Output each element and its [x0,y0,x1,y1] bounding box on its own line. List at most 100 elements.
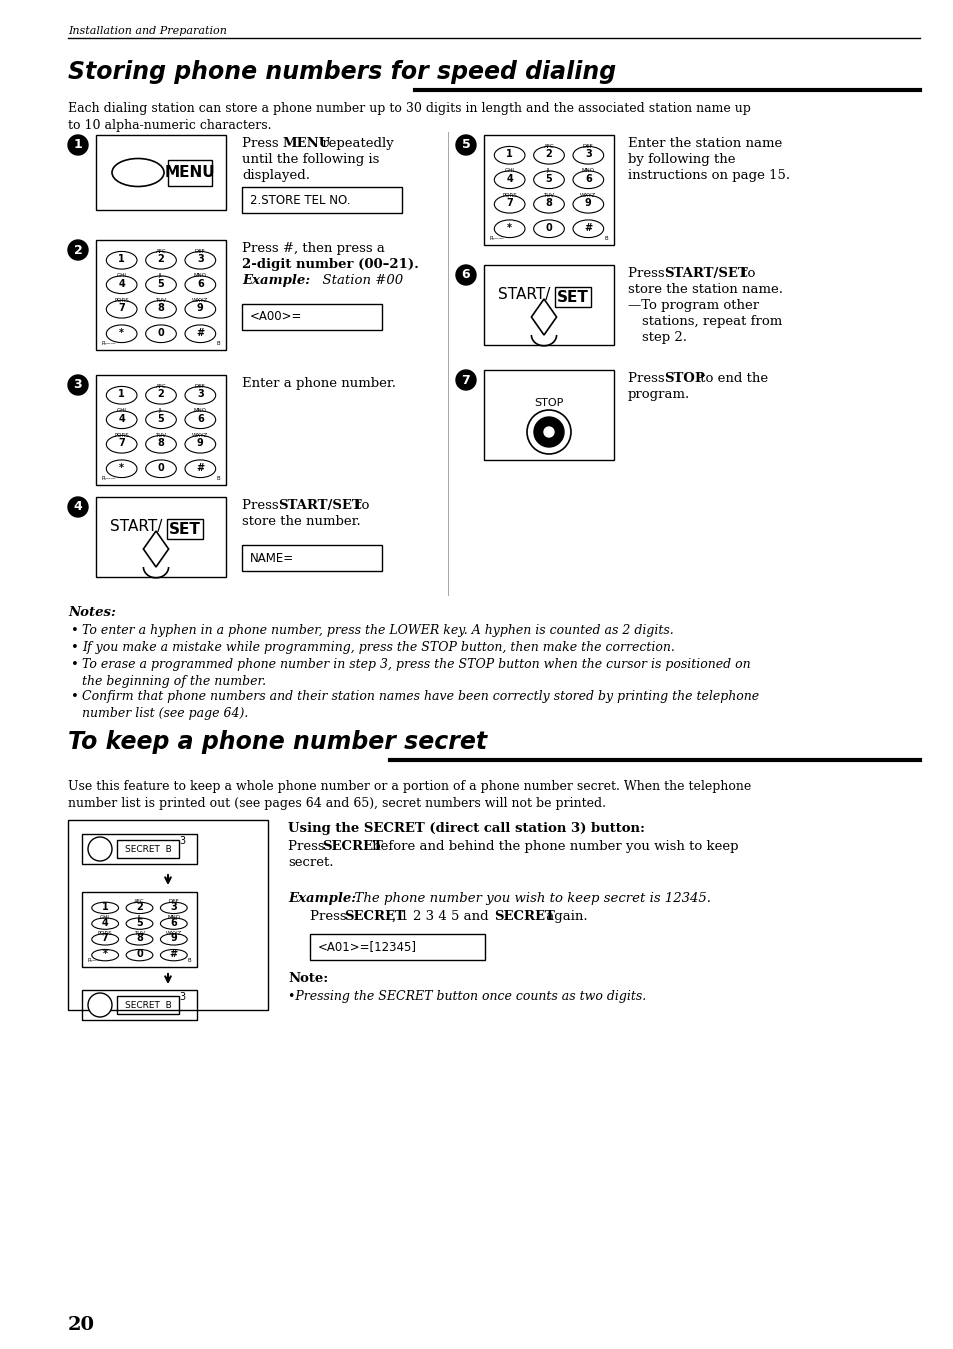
Ellipse shape [494,171,524,189]
Text: 5: 5 [157,279,164,289]
Text: JL: JL [137,915,142,920]
Ellipse shape [106,460,137,478]
Bar [242,545,381,571]
Text: 9: 9 [196,438,204,448]
Ellipse shape [185,301,215,318]
Text: 2: 2 [157,254,164,264]
Text: Note:: Note: [288,973,328,985]
Text: 2-digit number (00–21).: 2-digit number (00–21). [242,258,418,271]
Text: Press: Press [242,499,283,513]
Ellipse shape [91,902,118,913]
Text: *: * [103,950,108,959]
Ellipse shape [106,251,137,268]
Text: SECRET: SECRET [494,911,555,923]
Text: The phone number you wish to keep secret is 12345.: The phone number you wish to keep secret… [346,892,710,905]
Text: SET: SET [557,290,588,305]
Ellipse shape [573,220,603,237]
Text: SECRET: SECRET [344,911,404,923]
Ellipse shape [146,251,176,268]
Text: 0: 0 [157,328,164,337]
Text: B: B [216,476,220,482]
Text: •Pressing the SECRET button once counts as two digits.: •Pressing the SECRET button once counts … [288,990,645,1004]
Text: 4: 4 [73,500,82,514]
Bar [96,135,226,210]
Text: AFC: AFC [543,144,554,148]
Ellipse shape [185,251,215,268]
Text: 3: 3 [196,390,204,399]
Text: 9: 9 [171,934,177,943]
Text: TUV: TUV [155,433,167,438]
Text: TUV: TUV [155,298,167,304]
Ellipse shape [185,460,215,478]
Text: 7: 7 [102,934,109,943]
Ellipse shape [160,934,187,946]
Text: to: to [352,499,369,513]
Text: by following the: by following the [627,152,735,166]
Text: 4: 4 [118,414,125,424]
Text: Press: Press [288,840,329,853]
Text: 0: 0 [136,950,143,959]
Bar [68,820,268,1010]
Circle shape [456,135,476,155]
Text: R——: R—— [102,476,116,482]
Ellipse shape [185,436,215,453]
Text: stations, repeat from: stations, repeat from [641,316,781,328]
Text: 5: 5 [136,917,143,928]
Text: #: # [583,223,592,233]
Text: 1: 1 [118,254,125,264]
Text: 2.STORE TEL NO.: 2.STORE TEL NO. [250,193,350,206]
Bar [96,375,226,486]
Text: 7: 7 [506,198,513,208]
Text: 5: 5 [461,139,470,151]
Text: SECRET: SECRET [322,840,382,853]
Text: 6: 6 [196,279,204,289]
Circle shape [534,417,563,447]
Text: 8: 8 [136,934,143,943]
Text: 6: 6 [461,268,470,282]
Text: WXYZ: WXYZ [192,298,209,304]
Text: Installation and Preparation: Installation and Preparation [68,26,227,36]
Text: R——: R—— [490,236,504,241]
Text: SECRET  B: SECRET B [125,1001,172,1009]
Ellipse shape [185,277,215,294]
Ellipse shape [91,917,118,929]
Bar [117,840,179,858]
Text: Confirm that phone numbers and their station names have been correctly stored by: Confirm that phone numbers and their sta… [82,689,759,720]
Ellipse shape [146,436,176,453]
Ellipse shape [185,411,215,429]
Ellipse shape [106,325,137,343]
Ellipse shape [160,902,187,913]
Text: DEF: DEF [582,144,593,148]
Circle shape [543,428,554,437]
Text: 4: 4 [506,174,513,183]
Circle shape [88,836,112,861]
Polygon shape [531,299,556,335]
Text: Using the SECRET (direct call station 3) button:: Using the SECRET (direct call station 3)… [288,822,644,835]
Ellipse shape [146,411,176,429]
Ellipse shape [146,386,176,405]
Ellipse shape [91,950,118,960]
Text: WXYZ: WXYZ [166,931,182,936]
Text: AFC: AFC [155,250,166,254]
Text: B: B [187,958,191,963]
Text: *: * [119,328,124,337]
Ellipse shape [185,386,215,405]
Circle shape [456,370,476,390]
Bar [82,892,196,967]
Text: START/: START/ [497,287,550,302]
Text: Storing phone numbers for speed dialing: Storing phone numbers for speed dialing [68,59,616,84]
Text: DEF: DEF [194,384,206,389]
Bar [167,519,203,540]
Text: , 1 2 3 4 5 and: , 1 2 3 4 5 and [392,911,493,923]
Text: 2: 2 [136,902,143,912]
Bar [483,264,614,345]
Text: Station #00: Station #00 [314,274,403,287]
Text: MNO: MNO [193,409,207,413]
Ellipse shape [494,196,524,213]
Text: STOP: STOP [534,398,563,407]
Text: 3: 3 [584,150,591,159]
Bar [96,496,226,577]
Text: 0: 0 [157,463,164,472]
Text: #: # [196,328,204,337]
Text: 1: 1 [73,139,82,151]
